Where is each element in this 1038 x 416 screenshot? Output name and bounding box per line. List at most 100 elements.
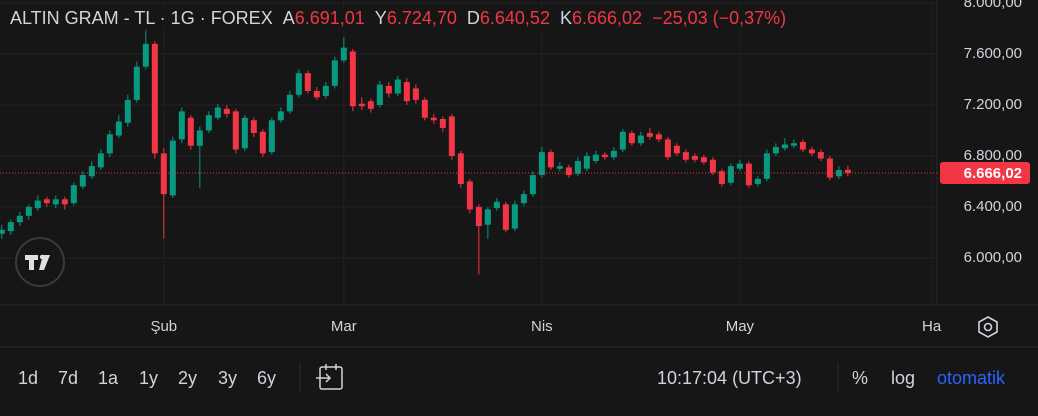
last-price-tag <box>940 162 1030 185</box>
candle-body <box>439 118 446 128</box>
candle-body <box>106 134 113 154</box>
range-button[interactable]: 1y <box>139 368 159 388</box>
range-button[interactable]: 7d <box>58 368 79 388</box>
candle-body <box>511 204 518 229</box>
x-tick-label: May <box>726 318 755 335</box>
legend-change: −25,03 (−0,37%) <box>652 8 787 28</box>
candle-body <box>466 181 473 210</box>
range-button[interactable]: 1d <box>18 368 39 388</box>
candle-body <box>646 133 653 137</box>
candle-body <box>520 194 527 204</box>
range-button[interactable]: 3y <box>218 368 238 388</box>
candle-body <box>286 94 293 112</box>
candle-body <box>655 134 662 140</box>
candle-body <box>664 139 671 158</box>
candle-body <box>331 60 338 86</box>
candle-body <box>187 117 194 146</box>
candle-body <box>844 169 851 174</box>
candle-body <box>565 167 572 176</box>
y-tick-label: 7.200,00 <box>964 96 1022 113</box>
candle-body <box>358 103 365 107</box>
candle-body <box>61 199 68 205</box>
candle-body <box>421 99 428 118</box>
candle-body <box>601 154 608 158</box>
percent-toggle[interactable]: % <box>852 368 869 388</box>
legend-value: 6.666,02 <box>571 8 643 28</box>
candle-body <box>34 200 41 209</box>
legend-label: D <box>466 8 480 28</box>
candle-body <box>556 166 563 169</box>
range-button[interactable]: 6y <box>257 368 277 388</box>
range-button[interactable]: 1a <box>98 368 119 388</box>
log-toggle[interactable]: log <box>891 368 916 388</box>
candle-body <box>232 111 239 150</box>
candle-body <box>0 229 5 234</box>
candle-body <box>196 130 203 146</box>
candle-body <box>223 108 230 114</box>
candle-body <box>457 153 464 184</box>
settings-icon[interactable] <box>978 316 998 338</box>
candle-body <box>169 140 176 196</box>
legend-value: 6.724,70 <box>386 8 457 28</box>
y-tick-label: 6.000,00 <box>964 249 1022 266</box>
candle-body <box>268 120 275 153</box>
candle-body <box>88 166 95 177</box>
candle-body <box>835 169 842 177</box>
candle-body <box>610 150 617 158</box>
candle-body <box>745 163 752 186</box>
candle-body <box>322 85 329 97</box>
candle-body <box>448 116 455 156</box>
y-tick-label: 6.800,00 <box>964 147 1022 164</box>
candle-body <box>574 161 581 174</box>
candle-body <box>16 215 23 223</box>
candle-body <box>385 85 392 94</box>
y-tick-label: 7.600,00 <box>964 45 1022 62</box>
candle-body <box>700 157 707 163</box>
candle-body <box>250 120 257 134</box>
candle-body <box>475 206 482 227</box>
candle-body <box>43 199 50 204</box>
candle-body <box>754 178 761 184</box>
x-tick-label: Ha <box>922 318 942 335</box>
range-button[interactable]: 2y <box>178 368 198 388</box>
candle-body <box>736 163 743 169</box>
legend-value: 6.691,01 <box>294 8 365 28</box>
candle-body <box>349 51 356 107</box>
tv-logo[interactable] <box>15 237 65 287</box>
legend-label: Y <box>374 8 387 28</box>
candle-body <box>178 111 185 140</box>
candle-body <box>673 145 680 154</box>
candle-body <box>691 155 698 160</box>
date-range-icon[interactable] <box>316 364 343 390</box>
candle-body <box>781 144 788 149</box>
legend-label: A <box>282 8 295 28</box>
candle-body <box>79 175 86 187</box>
candle-body <box>808 149 815 154</box>
candle-body <box>115 121 122 136</box>
x-tick-label: Mar <box>331 318 357 335</box>
legend: ALTIN GRAM - TL · 1G · FOREX A6.691,01 Y6.… <box>10 8 787 29</box>
candle-body <box>718 171 725 184</box>
candle-body <box>790 143 797 146</box>
auto-toggle[interactable]: otomatik <box>937 368 1006 388</box>
candle-body <box>70 185 77 204</box>
candle-body <box>403 82 410 102</box>
candle-body <box>124 99 131 123</box>
candle-body <box>142 43 149 67</box>
candle-body <box>628 133 635 144</box>
candle-body <box>241 117 248 149</box>
candle-body <box>367 101 374 109</box>
candle-body <box>259 131 266 154</box>
candle-body <box>25 206 32 216</box>
candle-body <box>394 79 401 94</box>
candle-body <box>133 66 140 100</box>
candle-body <box>277 111 284 121</box>
candle-body <box>583 155 590 169</box>
candle-body <box>727 166 734 183</box>
candle-body <box>412 88 419 100</box>
x-tick-label: Nis <box>531 318 553 335</box>
time: 10:17:04 (UTC+3) <box>657 368 802 388</box>
y-tick-label: 8.000,00 <box>964 0 1022 11</box>
